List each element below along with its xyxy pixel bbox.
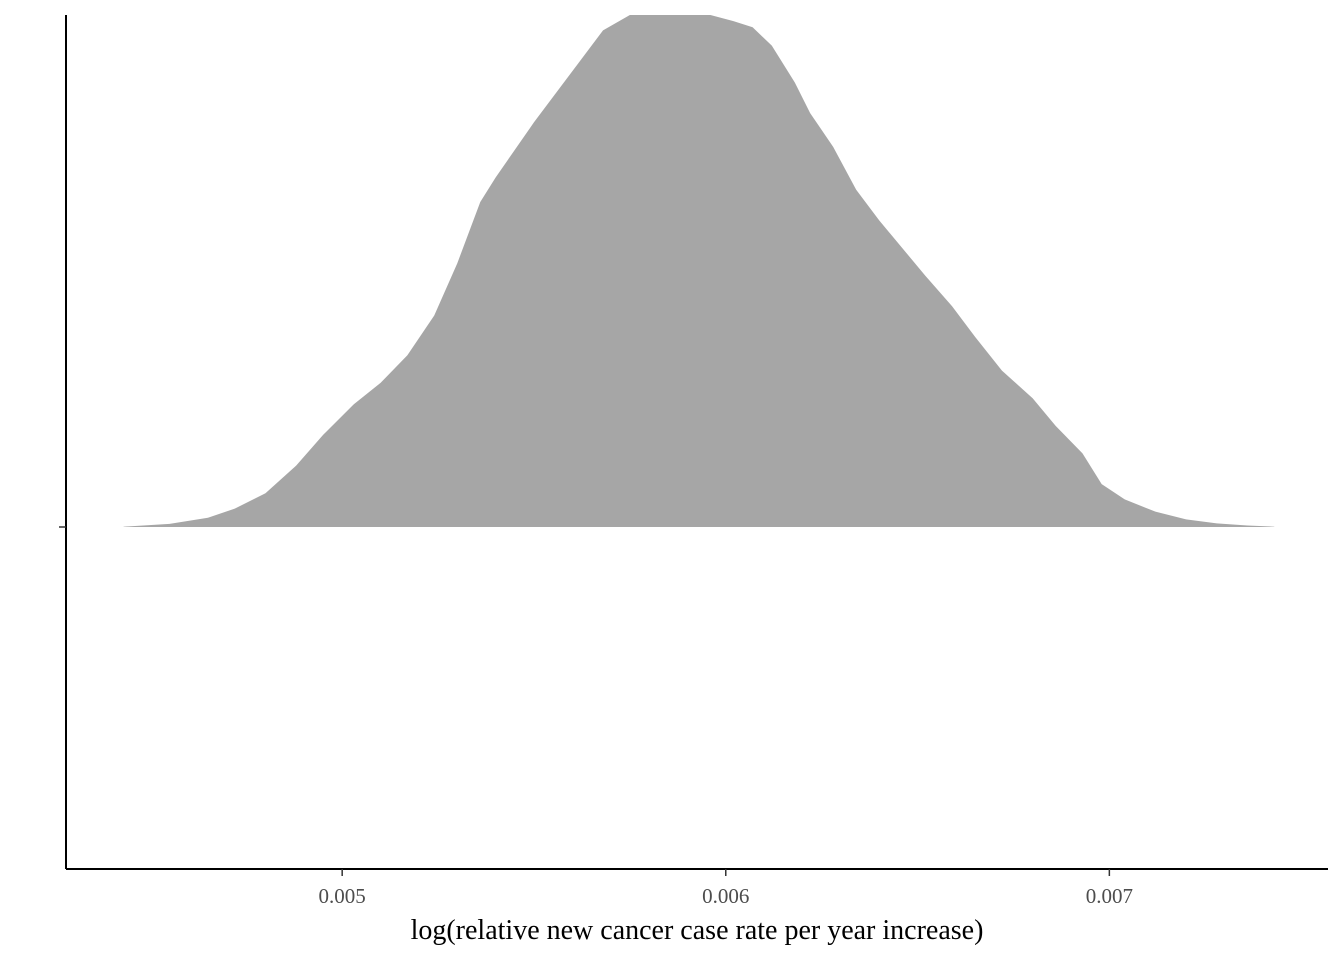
x-ticks: 0.005 0.006 0.007 xyxy=(319,869,1133,908)
x-tick-label: 0.007 xyxy=(1086,884,1133,908)
x-tick-label: 0.006 xyxy=(702,884,749,908)
density-area xyxy=(123,15,1275,527)
x-axis-title: log(relative new cancer case rate per ye… xyxy=(411,915,984,946)
x-tick-label: 0.005 xyxy=(319,884,366,908)
plot-area xyxy=(123,15,1275,527)
